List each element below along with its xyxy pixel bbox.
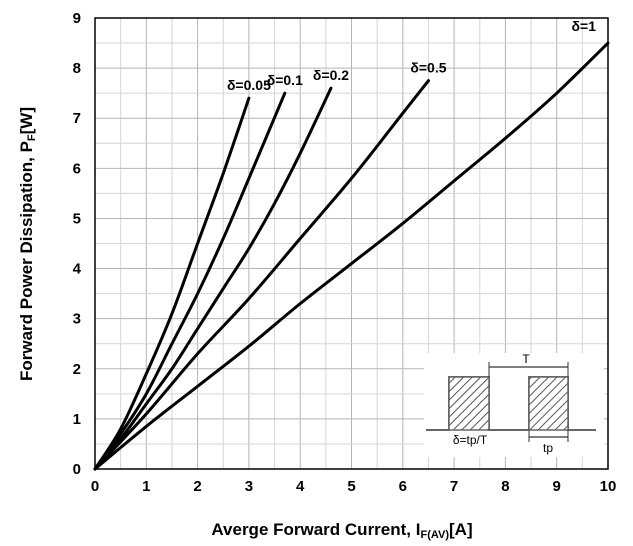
series-line-5 — [93, 41, 610, 471]
tick-labels: 0 1 2 3 4 5 6 7 8 9 10 0 1 2 3 4 5 6 7 8 9 — [73, 10, 617, 495]
y-tick-label: 6 — [73, 160, 81, 177]
x-tick-label: 1 — [142, 478, 150, 495]
duty-cycle-label: δ=tp/T — [453, 433, 488, 447]
series-line-1 — [93, 96, 251, 471]
series-label-3: δ=0.2 — [313, 67, 349, 83]
pulse-1 — [448, 376, 490, 431]
x-tick-label: 6 — [399, 478, 407, 495]
plot-frame — [94, 17, 609, 470]
x-tick-label: 2 — [193, 478, 201, 495]
series-label-2: δ=0.1 — [267, 72, 303, 88]
x-tick-label: 8 — [501, 478, 509, 495]
pulse-width-label: tp — [543, 441, 553, 455]
y-tick-label: 9 — [73, 10, 81, 27]
y-tick-label: 7 — [73, 110, 81, 127]
y-tick-label: 2 — [73, 361, 81, 378]
series-line-3 — [93, 86, 333, 471]
series-label-5: δ=1 — [572, 18, 597, 34]
x-tick-label: 9 — [553, 478, 561, 495]
y-tick-label: 5 — [73, 210, 81, 227]
x-axis-title: Averge Forward Current, IF(AV)[A] — [211, 520, 472, 541]
pulse-2 — [528, 376, 569, 431]
x-tick-label: 7 — [450, 478, 458, 495]
series-label-4: δ=0.5 — [410, 60, 446, 76]
series-label-1: δ=0.05 — [227, 77, 271, 93]
x-tick-label: 0 — [91, 478, 99, 495]
y-tick-label: 3 — [73, 311, 81, 328]
series-line-2 — [93, 91, 287, 471]
y-tick-label: 1 — [73, 411, 81, 428]
y-tick-label: 8 — [73, 60, 81, 77]
period-label: T — [522, 352, 530, 366]
y-axis-title: Forward Power Dissipation, PF[W] — [17, 107, 38, 381]
y-tick-label: 4 — [73, 261, 82, 278]
x-tick-label: 3 — [245, 478, 253, 495]
y-tick-label: 0 — [73, 461, 81, 478]
duty-cycle-inset: T tp δ=tp/T — [424, 352, 604, 457]
x-tick-label: 5 — [347, 478, 355, 495]
x-tick-label: 10 — [600, 478, 617, 495]
series-layer: δ=0.05δ=0.1 δ=0.2 δ=0.5 δ=1 — [93, 18, 610, 471]
series-line-4 — [93, 79, 430, 471]
x-tick-label: 4 — [296, 478, 305, 495]
